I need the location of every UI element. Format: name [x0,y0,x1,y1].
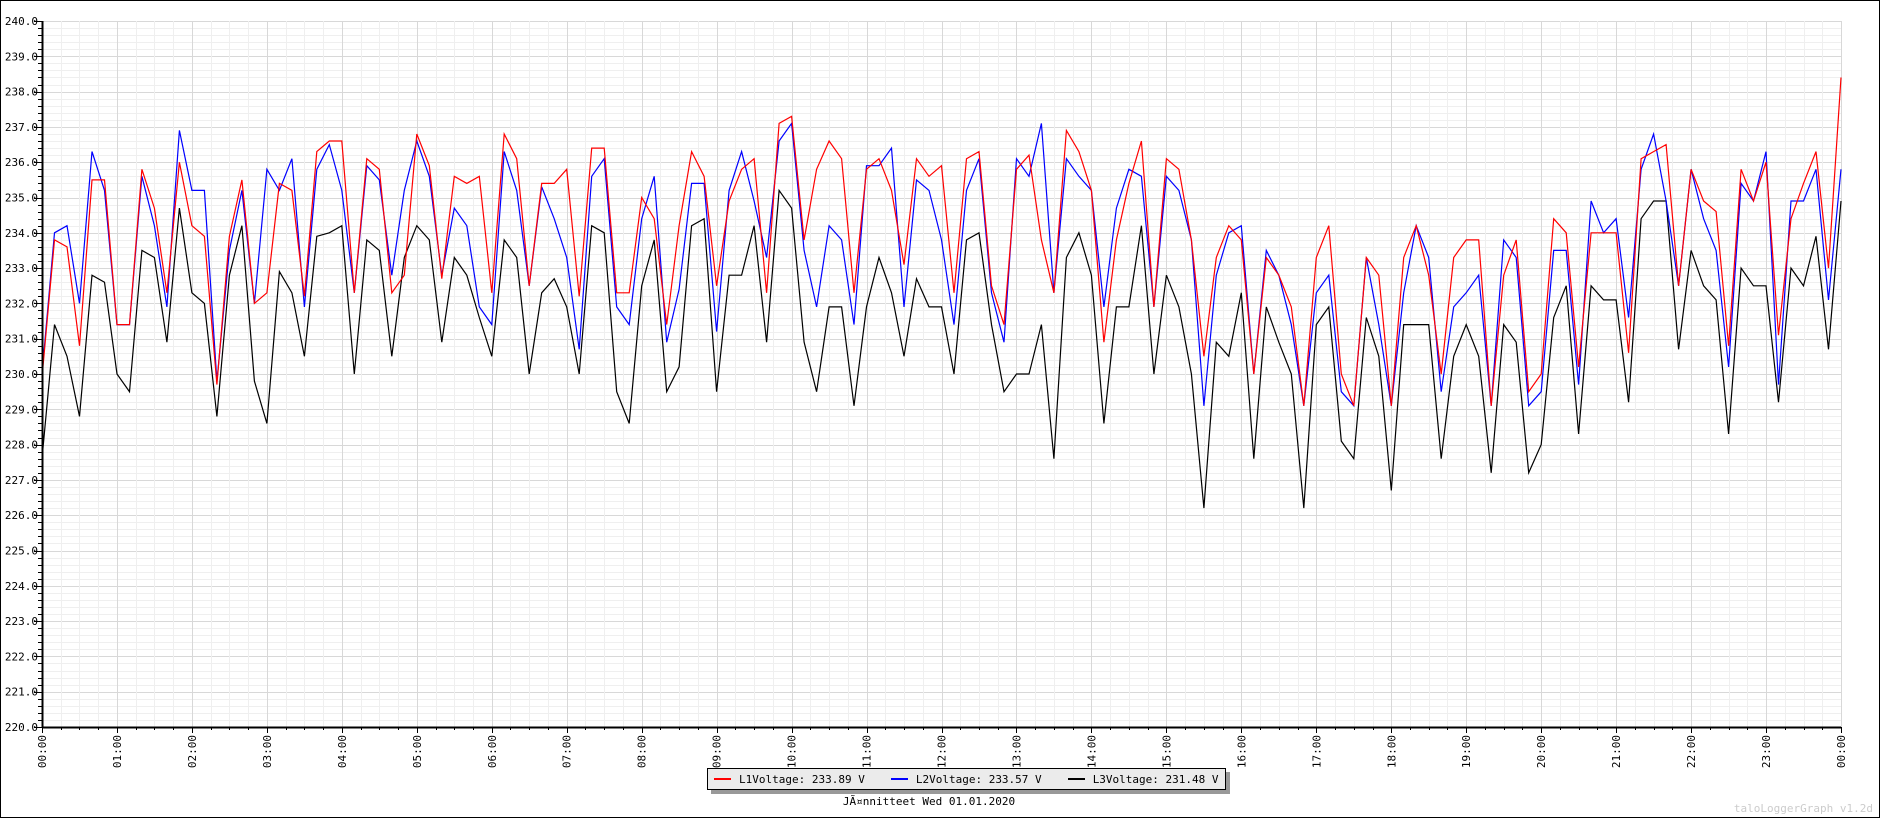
legend-swatch-l2 [890,778,908,780]
y-tick-label: 230.0 [5,368,38,381]
y-tick-label: 239.0 [5,50,38,63]
series-line-l3voltage [41,188,1842,509]
x-tick-label: 18:00 [1385,735,1398,768]
x-tick-label: 17:00 [1310,735,1323,768]
x-tick-label: 22:00 [1685,735,1698,768]
y-tick-label: 221.0 [5,686,38,699]
y-tick-label: 234.0 [5,227,38,240]
x-tick-label: 02:00 [186,735,199,768]
x-tick-label: 21:00 [1610,735,1623,768]
grid [42,21,1842,728]
legend: L1Voltage: 233.89 V L2Voltage: 233.57 V … [707,768,1226,790]
y-tick-label: 231.0 [5,333,38,346]
legend-item-l2: L2Voltage: 233.57 V [890,772,1042,786]
series-lines [41,77,1842,509]
y-tick-label: 240.0 [5,15,38,28]
x-tick-label: 03:00 [261,735,274,768]
x-tick-label: 06:00 [486,735,499,768]
legend-label-l1: L1Voltage: 233.89 V [739,772,865,786]
y-tick-label: 223.0 [5,615,38,628]
x-tick-label: 14:00 [1085,735,1098,768]
y-tick-label: 238.0 [5,86,38,99]
legend-label-l2: L2Voltage: 233.57 V [915,772,1042,786]
legend-item-l3: L3Voltage: 231.48 V [1067,772,1219,786]
y-tick-label: 229.0 [5,403,38,416]
legend-swatch-l1 [714,778,731,780]
x-tick-label: 12:00 [936,735,949,768]
y-tick-label: 235.0 [5,192,38,205]
chart-title: JÃ¤nnitteet Wed 01.01.2020 [842,795,1016,808]
x-tick-label: 15:00 [1160,735,1173,768]
x-tick-label: 13:00 [1010,735,1023,768]
x-tick-label: 05:00 [411,735,424,768]
y-tick-label: 224.0 [5,580,38,593]
x-tick-label: 09:00 [711,735,724,768]
x-tick-label: 01:00 [111,735,124,768]
x-tick-label: 19:00 [1460,735,1473,768]
y-tick-label: 232.0 [5,297,38,310]
series-line-l2voltage [41,121,1842,408]
x-tick-label: 10:00 [786,735,799,768]
axes: 220.0 221.0 222.0 223.0 224.0 225.0 226.0 227.0… [5,15,1848,768]
y-tick-label: 227.0 [5,474,38,487]
x-tick-label: 04:00 [336,735,349,768]
y-tick-label: 236.0 [5,156,38,169]
x-tick-label: 20:00 [1535,735,1548,768]
watermark: taloLoggerGraph v1.2d [1733,802,1873,815]
y-tick-label: 225.0 [5,545,38,558]
x-tick-label: 07:00 [561,735,574,768]
y-tick-label: 228.0 [5,439,38,452]
y-tick-label: 233.0 [5,262,38,275]
y-tick-label: 226.0 [5,509,38,522]
legend-item-l1: L1Voltage: 233.89 V [714,773,865,786]
x-tick-label: 23:00 [1760,735,1773,768]
x-tick-label: 08:00 [636,735,649,768]
legend-label-l3: L3Voltage: 231.48 V [1092,772,1219,786]
x-tick-label: 11:00 [861,735,874,768]
series-line-l1voltage [41,77,1842,407]
x-tick-label: 00:00 [1835,735,1848,768]
y-tick-label: 222.0 [5,650,38,663]
x-tick-label: 16:00 [1235,735,1248,768]
y-tick-label: 237.0 [5,121,38,134]
y-tick-label: 220.0 [5,721,38,734]
legend-swatch-l3 [1067,778,1085,780]
x-tick-label: 00:00 [36,735,49,768]
